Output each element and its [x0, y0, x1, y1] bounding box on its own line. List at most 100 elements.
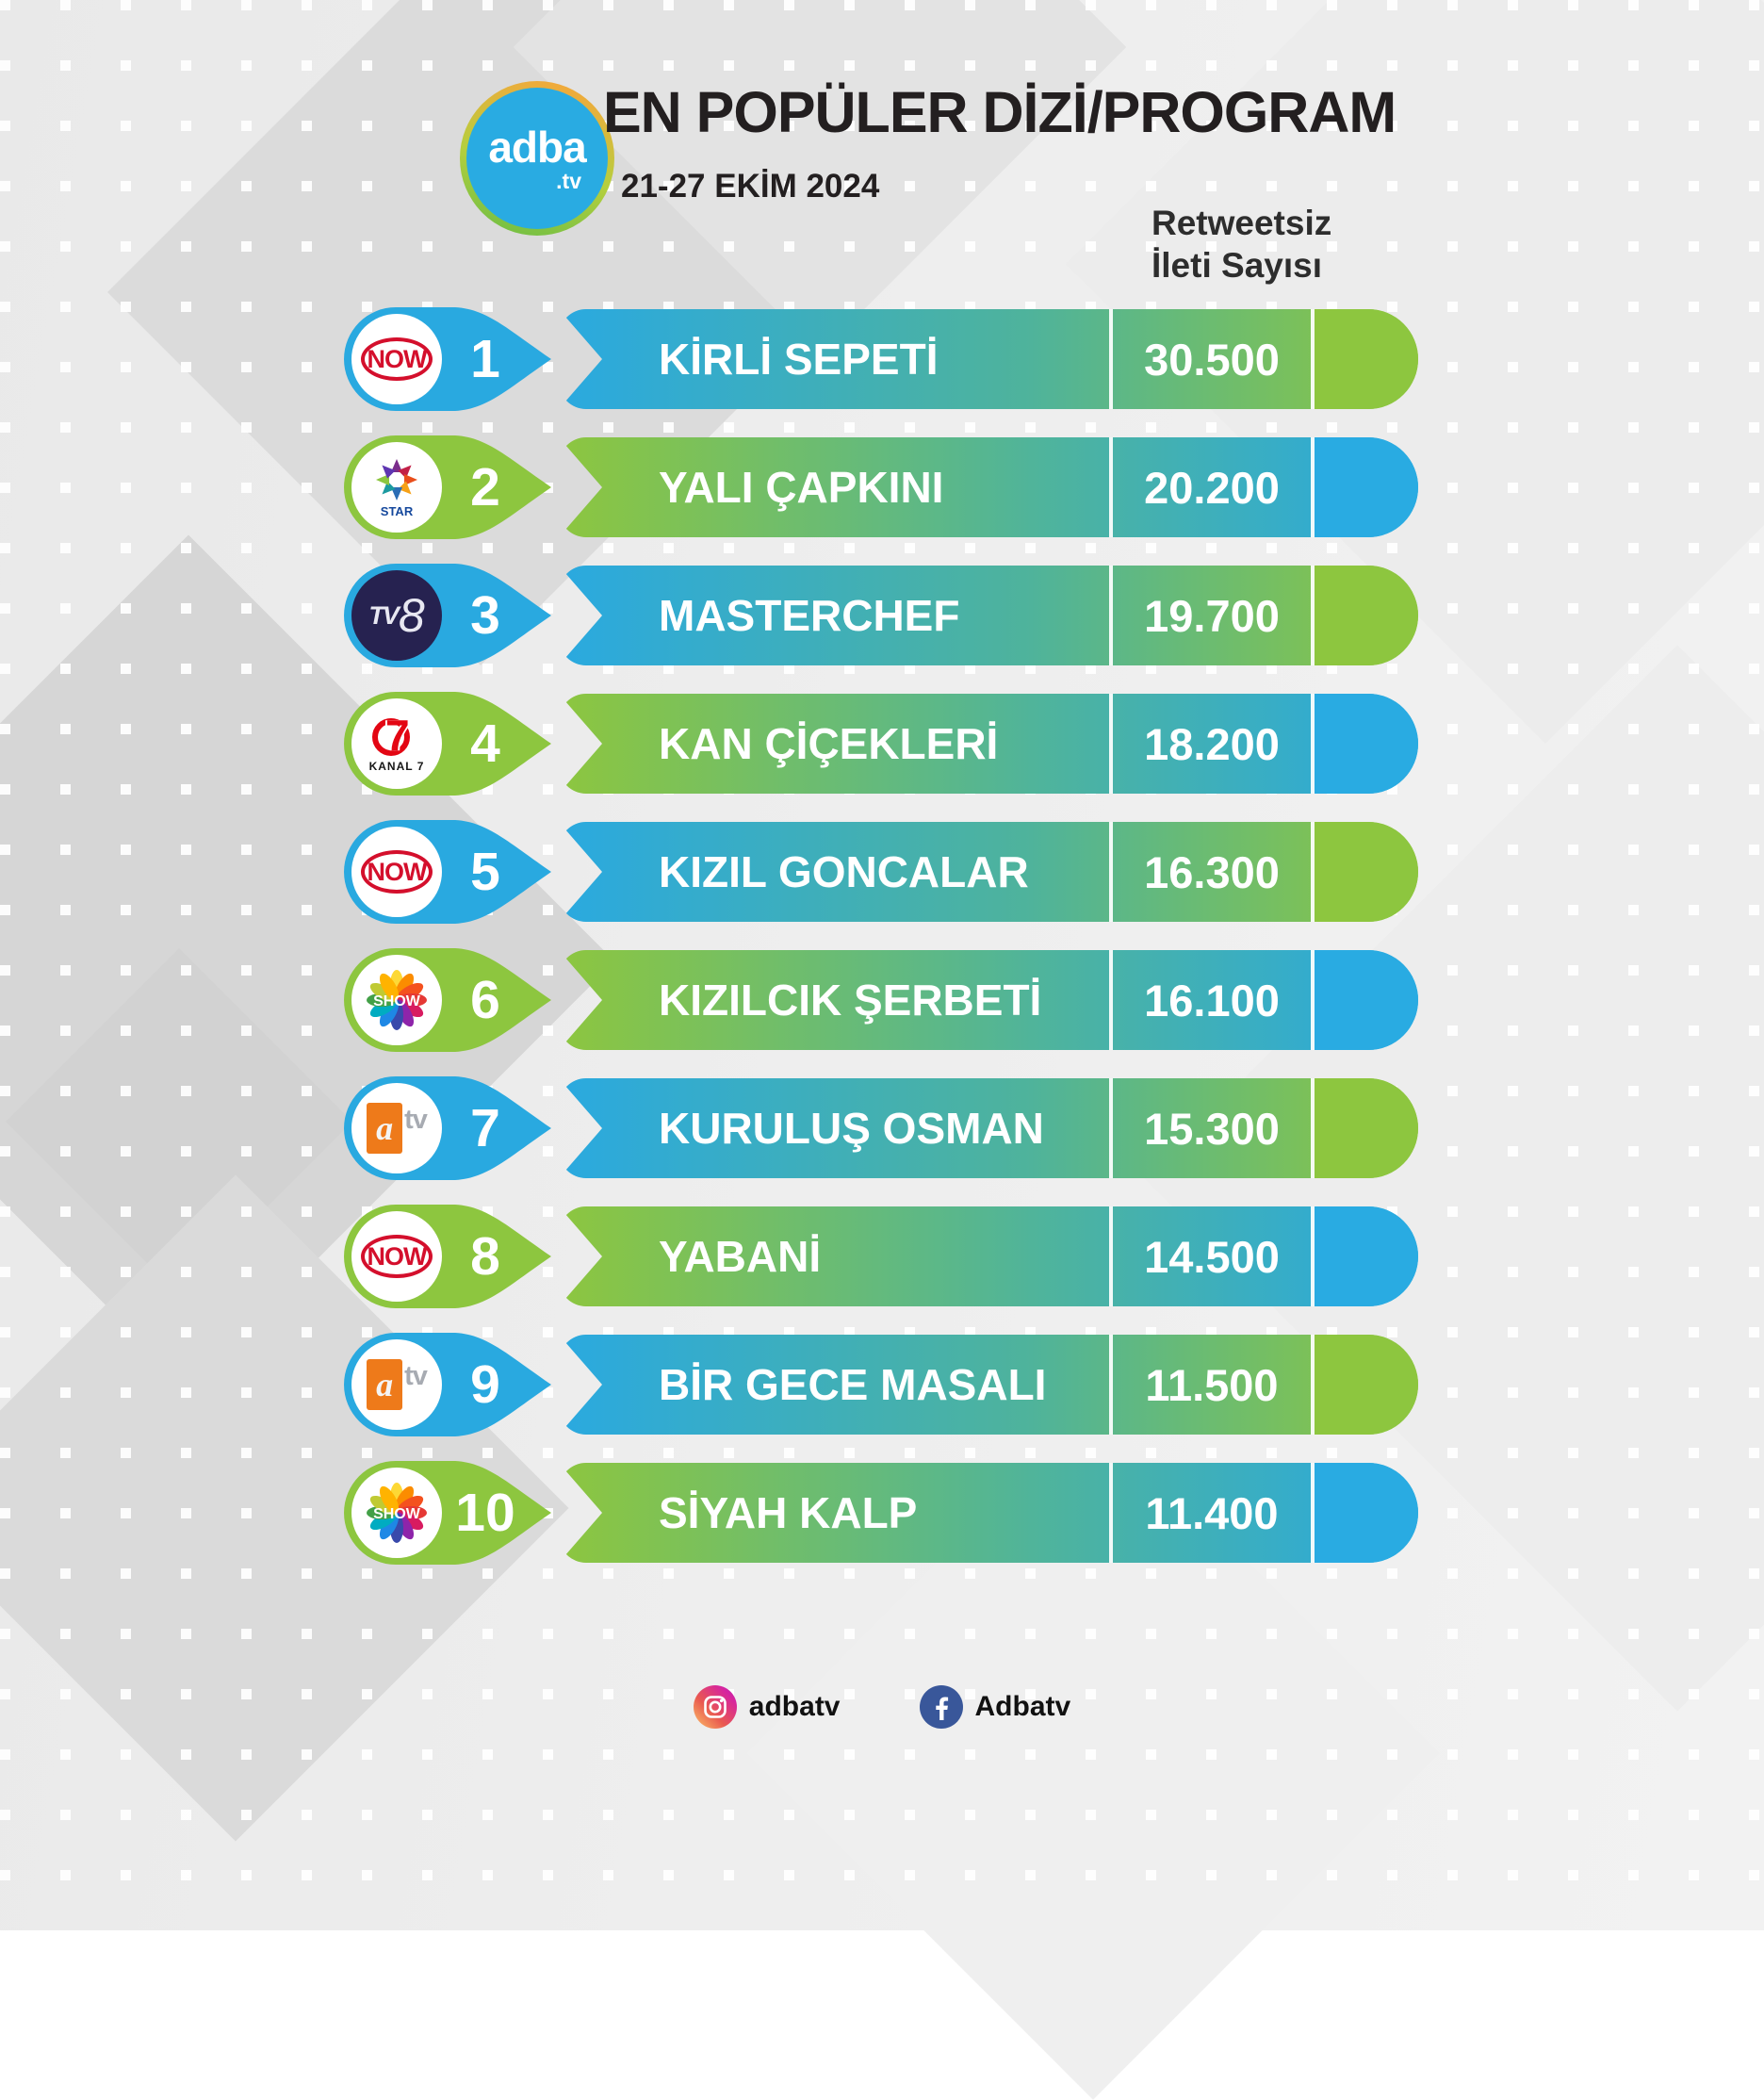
kanal7-logo-label: KANAL 7	[368, 759, 425, 773]
rank-badge: a tv 9	[344, 1333, 551, 1436]
show-logo-icon: SHOW	[367, 1483, 427, 1543]
show-name: BİR GECE MASALI	[659, 1360, 1047, 1409]
channel-logo-atv: a tv	[351, 1083, 442, 1173]
channel-logo-now: NOW	[351, 827, 442, 917]
channel-logo-show: SHOW	[351, 1468, 442, 1558]
ranking-bar: YALI ÇAPKINI 20.200	[559, 437, 1418, 537]
star-logo-text: STAR	[381, 504, 414, 518]
rank-number: 4	[470, 714, 500, 774]
show-value: 15.300	[1144, 1103, 1280, 1154]
ranking-row-5: NOW 5 KIZIL GONCALAR 16.300	[344, 820, 1418, 924]
channel-logo-atv: a tv	[351, 1339, 442, 1430]
atv-logo-a: a	[367, 1359, 403, 1410]
tv8-logo-8: 8	[398, 589, 425, 642]
ranking-row-6: SHOW 6 KIZILCIK ŞERBETİ 16.100	[344, 948, 1418, 1052]
ranking-row-7: a tv 7 KURULUŞ OSMAN 15.300	[344, 1076, 1418, 1180]
show-name: KURULUŞ OSMAN	[659, 1104, 1044, 1153]
channel-logo-now: NOW	[351, 1211, 442, 1302]
ranking-bar: YABANİ 14.500	[559, 1206, 1418, 1306]
rank-number: 6	[470, 970, 500, 1030]
ranking-row-3: TV 8 3 MASTERCHEF 19.700	[344, 564, 1418, 667]
show-logo-icon: SHOW	[367, 970, 427, 1030]
adba-tv-logo: adba .tv	[460, 81, 614, 236]
show-name: KIZILCIK ŞERBETİ	[659, 976, 1042, 1025]
instagram-label: adbatv	[748, 1691, 841, 1722]
atv-logo-tv: tv	[404, 1105, 428, 1135]
show-value: 30.500	[1144, 334, 1280, 385]
ranking-bar: MASTERCHEF 19.700	[559, 566, 1418, 665]
instagram-handle: adbatv	[693, 1685, 841, 1729]
atv-logo-a: a	[367, 1103, 403, 1154]
bar-end-cap	[1315, 1463, 1418, 1563]
bar-end-cap	[1315, 1206, 1418, 1306]
ranking-bar: KURULUŞ OSMAN 15.300	[559, 1078, 1418, 1178]
rank-number: 10	[455, 1483, 515, 1543]
bar-end-cap	[1315, 566, 1418, 665]
ranking-bar: KIZIL GONCALAR 16.300	[559, 822, 1418, 922]
bar-end-cap	[1315, 1078, 1418, 1178]
rank-badge: a tv 7	[344, 1076, 551, 1180]
rank-badge: 7 KANAL 7 4	[344, 692, 551, 796]
bar-end-cap	[1315, 309, 1418, 409]
rank-badge: NOW 5	[344, 820, 551, 924]
rank-badge: SHOW 10	[344, 1461, 551, 1565]
rank-badge: TV 8 3	[344, 564, 551, 667]
rank-badge: STAR 2	[344, 435, 551, 539]
ranking-row-1: NOW 1 KİRLİ SEPETİ 30.500	[344, 307, 1418, 411]
rank-number: 5	[470, 842, 500, 902]
show-name: SİYAH KALP	[659, 1488, 918, 1537]
rank-number: 7	[470, 1098, 500, 1158]
atv-logo: a tv	[367, 1103, 428, 1154]
bar-end-cap	[1315, 822, 1418, 922]
show-name: YALI ÇAPKINI	[659, 463, 944, 512]
social-footer: adbatv Adbatv	[0, 1685, 1764, 1729]
ranking-bar: BİR GECE MASALI 11.500	[559, 1335, 1418, 1435]
star-logo-icon: STAR	[376, 459, 417, 518]
rank-number: 3	[470, 585, 500, 646]
atv-logo: a tv	[367, 1359, 428, 1410]
show-logo-text: SHOW	[373, 1506, 421, 1522]
show-value: 11.400	[1145, 1487, 1279, 1538]
tv8-logo-text: TV 8	[368, 588, 424, 643]
bar-end-cap	[1315, 1335, 1418, 1435]
show-name: KİRLİ SEPETİ	[659, 335, 939, 384]
value-column-header: Retweetsiz İleti Sayısı	[1152, 202, 1331, 287]
show-name: KAN ÇİÇEKLERİ	[659, 719, 999, 768]
show-logo-text: SHOW	[373, 993, 421, 1009]
atv-logo-tv: tv	[404, 1361, 428, 1391]
tv8-logo-tv: TV	[368, 600, 399, 630]
now-logo-text: NOW	[361, 1235, 433, 1278]
value-column-header-line1: Retweetsiz	[1152, 204, 1332, 242]
facebook-icon	[919, 1685, 963, 1729]
rank-badge: NOW 1	[344, 307, 551, 411]
facebook-handle: Adbatv	[919, 1685, 1071, 1729]
now-logo-text: NOW	[361, 337, 433, 381]
show-value: 16.100	[1144, 975, 1280, 1025]
channel-logo-show: SHOW	[351, 955, 442, 1045]
adba-logo-circle: adba .tv	[466, 88, 608, 229]
show-value: 20.200	[1144, 462, 1280, 513]
now-logo-text: NOW	[361, 850, 433, 894]
kanal7-logo-seven: 7	[384, 710, 410, 760]
rank-badge: NOW 8	[344, 1205, 551, 1308]
ranking-row-2: STAR 2 YALI ÇAPKINI 20.200	[344, 435, 1418, 539]
ranking-bar: KIZILCIK ŞERBETİ 16.100	[559, 950, 1418, 1050]
ranking-list: NOW 1 KİRLİ SEPETİ 30.500	[344, 307, 1418, 1589]
ranking-row-10: SHOW 10 SİYAH KALP 11.400	[344, 1461, 1418, 1565]
show-value: 14.500	[1144, 1231, 1280, 1282]
rank-number: 9	[470, 1354, 500, 1415]
show-name: KIZIL GONCALAR	[659, 847, 1029, 896]
page-title: EN POPÜLER DİZİ/PROGRAM	[603, 80, 1396, 144]
channel-logo-now: NOW	[351, 314, 442, 404]
show-value: 19.700	[1144, 590, 1280, 641]
facebook-label: Adbatv	[974, 1691, 1071, 1722]
ranking-bar: KİRLİ SEPETİ 30.500	[559, 309, 1418, 409]
ranking-row-8: NOW 8 YABANİ 14.500	[344, 1205, 1418, 1308]
channel-logo-star: STAR	[351, 442, 442, 533]
kanal7-logo: 7 KANAL 7	[368, 711, 425, 773]
channel-logo-kanal7: 7 KANAL 7	[351, 698, 442, 789]
ranking-row-4: 7 KANAL 7 4 KAN ÇİÇEKLERİ 18.200	[344, 692, 1418, 796]
ranking-bar: KAN ÇİÇEKLERİ 18.200	[559, 694, 1418, 794]
rank-number: 2	[470, 457, 500, 517]
